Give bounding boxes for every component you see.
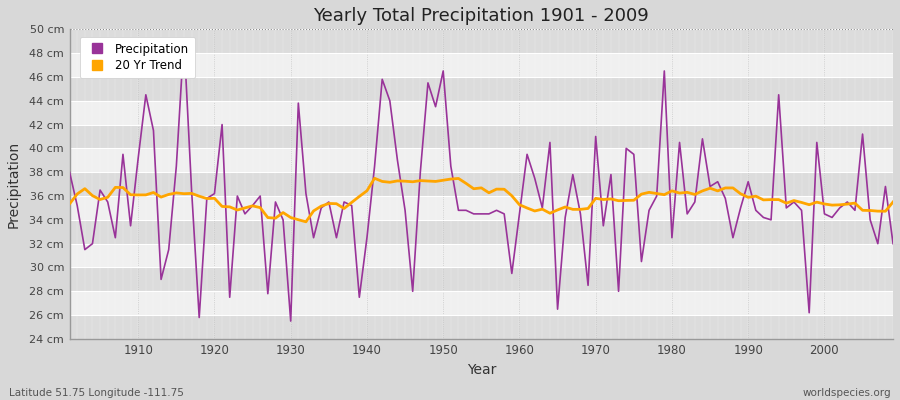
Bar xyxy=(69,172,893,196)
Bar xyxy=(69,268,893,291)
Bar xyxy=(69,315,893,339)
Bar xyxy=(69,53,893,77)
Bar xyxy=(69,220,893,244)
Bar xyxy=(69,196,893,220)
Bar xyxy=(69,101,893,124)
Y-axis label: Precipitation: Precipitation xyxy=(7,140,21,228)
Text: worldspecies.org: worldspecies.org xyxy=(803,388,891,398)
X-axis label: Year: Year xyxy=(466,363,496,377)
Bar xyxy=(69,77,893,101)
Bar xyxy=(69,148,893,172)
Title: Yearly Total Precipitation 1901 - 2009: Yearly Total Precipitation 1901 - 2009 xyxy=(313,7,649,25)
Bar xyxy=(69,244,893,268)
Bar xyxy=(69,124,893,148)
Legend: Precipitation, 20 Yr Trend: Precipitation, 20 Yr Trend xyxy=(79,37,195,78)
Bar xyxy=(69,29,893,53)
Bar xyxy=(69,291,893,315)
Text: Latitude 51.75 Longitude -111.75: Latitude 51.75 Longitude -111.75 xyxy=(9,388,184,398)
